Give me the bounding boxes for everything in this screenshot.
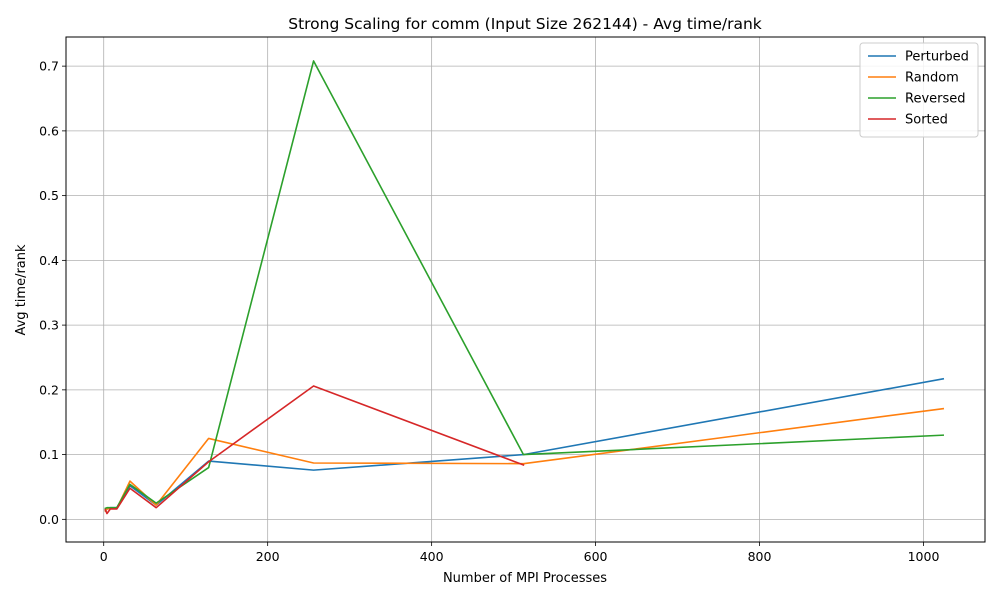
- x-axis-label: Number of MPI Processes: [443, 571, 607, 586]
- legend: Perturbed Random Reversed Sorted: [859, 42, 979, 138]
- x-tick-label: 200: [256, 549, 280, 564]
- y-tick-label: 0.4: [39, 253, 59, 268]
- y-axis-label: Avg time/rank: [14, 244, 29, 336]
- y-tick-label: 0.2: [39, 382, 59, 397]
- x-tick-label: 0: [100, 549, 108, 564]
- y-axis-ticks: 0.0 0.1 0.2 0.3 0.4 0.5 0.6 0.7: [39, 59, 66, 527]
- series-line-sorted: [104, 385, 525, 515]
- legend-label-perturbed: Perturbed: [905, 50, 969, 65]
- plot-area-frame: [65, 36, 986, 543]
- legend-box: [859, 42, 979, 138]
- y-tick-label: 0.3: [39, 318, 59, 333]
- x-axis-ticks: 0 200 400 600 800 1000: [100, 542, 940, 564]
- y-tick-label: 0.5: [39, 188, 59, 203]
- x-tick-label: 800: [748, 549, 772, 564]
- legend-label-sorted: Sorted: [905, 113, 948, 128]
- legend-label-reversed: Reversed: [905, 92, 966, 107]
- series-line-random: [104, 407, 945, 513]
- y-tick-label: 0.6: [39, 123, 59, 138]
- y-tick-label: 0.1: [39, 447, 59, 462]
- series-lines: [104, 60, 945, 515]
- x-tick-label: 1000: [908, 549, 940, 564]
- chart-title: Strong Scaling for comm (Input Size 2621…: [288, 15, 762, 33]
- y-tick-label: 0.7: [39, 59, 59, 74]
- y-tick-label: 0.0: [39, 512, 59, 527]
- series-line-reversed: [104, 60, 945, 510]
- x-tick-label: 400: [420, 549, 444, 564]
- x-tick-label: 600: [584, 549, 608, 564]
- legend-label-random: Random: [905, 71, 959, 86]
